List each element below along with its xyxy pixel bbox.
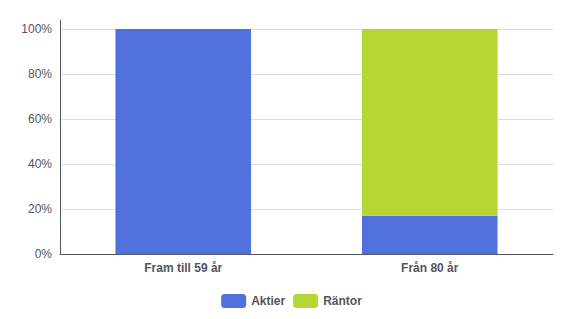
svg-text:80%: 80% (28, 67, 52, 81)
svg-text:60%: 60% (28, 112, 52, 126)
svg-text:0%: 0% (35, 247, 53, 261)
svg-text:Räntor: Räntor (323, 294, 362, 308)
svg-text:100%: 100% (21, 22, 52, 36)
svg-text:Från 80 år: Från 80 år (401, 261, 459, 275)
svg-text:20%: 20% (28, 202, 52, 216)
svg-text:40%: 40% (28, 157, 52, 171)
svg-text:Fram till 59 år: Fram till 59 år (144, 261, 222, 275)
svg-text:Aktier: Aktier (251, 294, 285, 308)
